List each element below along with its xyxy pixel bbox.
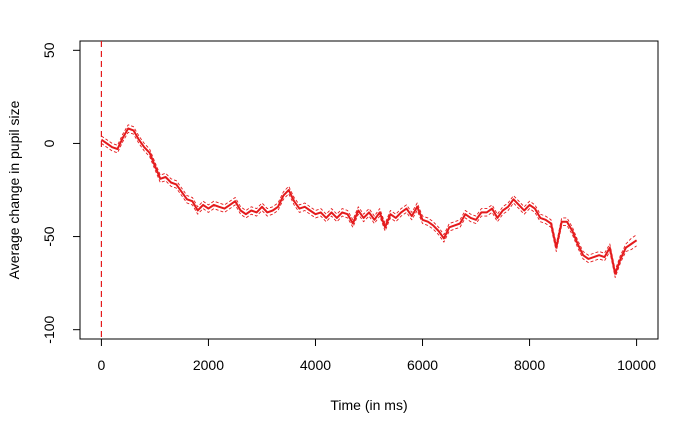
y-tick-label: -100	[41, 315, 57, 343]
plot-frame	[79, 40, 659, 340]
x-tick-label: 6000	[407, 357, 438, 373]
y-axis: -100 -50 0 50	[41, 42, 81, 344]
series-layer	[100, 124, 638, 278]
x-tick-label: 0	[98, 357, 106, 373]
x-tick-label: 4000	[300, 357, 331, 373]
mean-pupil-change-line	[100, 127, 638, 275]
x-tick-label: 2000	[193, 357, 224, 373]
upper-confidence-band-line	[101, 124, 637, 271]
lower-confidence-band-line	[101, 131, 637, 278]
y-axis-label: Average change in pupil size	[6, 100, 22, 279]
x-axis-label: Time (in ms)	[330, 397, 407, 413]
x-tick-label: 8000	[514, 357, 545, 373]
y-tick-label: 50	[41, 42, 57, 58]
y-tick-label: -50	[41, 226, 57, 246]
x-axis: 0 2000 4000 6000 8000 10000	[98, 338, 656, 373]
x-tick-label: 10000	[617, 357, 656, 373]
y-tick-label: 0	[41, 139, 57, 147]
